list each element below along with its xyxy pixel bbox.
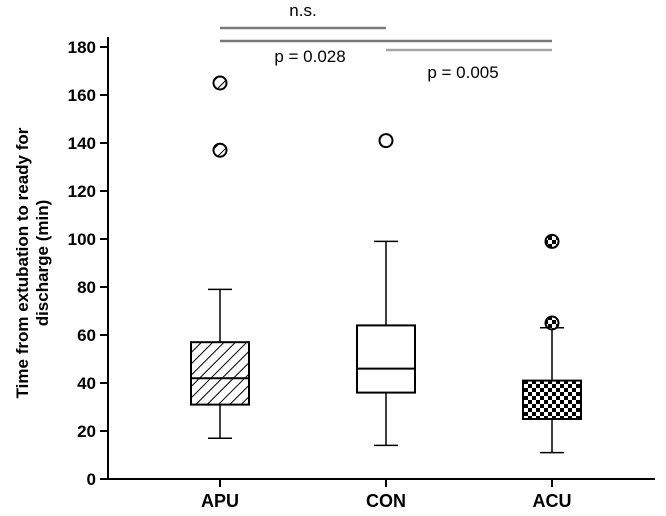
y-tick-label: 120 [68,182,96,201]
box-acu [522,379,582,421]
x-tick-label: ACU [533,491,572,511]
x-tick-label: APU [201,491,239,511]
y-tick-label: 140 [68,134,96,153]
x-tick-label: CON [366,491,406,511]
outlier-point [212,142,228,158]
significance-brackets: n.s. p = 0.028 p = 0.005 [220,1,552,82]
y-axis-label-line: discharge (min) [33,200,52,327]
significance-label: n.s. [289,1,316,20]
y-tick-label: 40 [77,374,96,393]
axes: 0 20 40 60 80 100 120 140 160 180 APU CON ACU [68,37,655,511]
outlier-point [544,233,560,249]
box-con [356,324,416,394]
outlier-point [544,315,560,331]
y-tick-label: 160 [68,86,96,105]
plot-area [190,75,582,454]
y-axis-label: Time from extubation to ready for dischar… [13,127,52,398]
y-axis-label-line: Time from extubation to ready for [13,127,32,398]
significance-label: p = 0.005 [427,63,498,82]
significance-label: p = 0.028 [274,47,345,66]
y-tick-label: 180 [68,38,96,57]
y-tick-label: 80 [77,278,96,297]
y-tick-label: 60 [77,326,96,345]
y-tick-label: 20 [77,422,96,441]
y-tick-label: 0 [87,470,96,489]
outlier-point [378,133,394,149]
outlier-point [212,75,228,91]
y-tick-label: 100 [68,230,96,249]
box-apu [190,341,250,406]
